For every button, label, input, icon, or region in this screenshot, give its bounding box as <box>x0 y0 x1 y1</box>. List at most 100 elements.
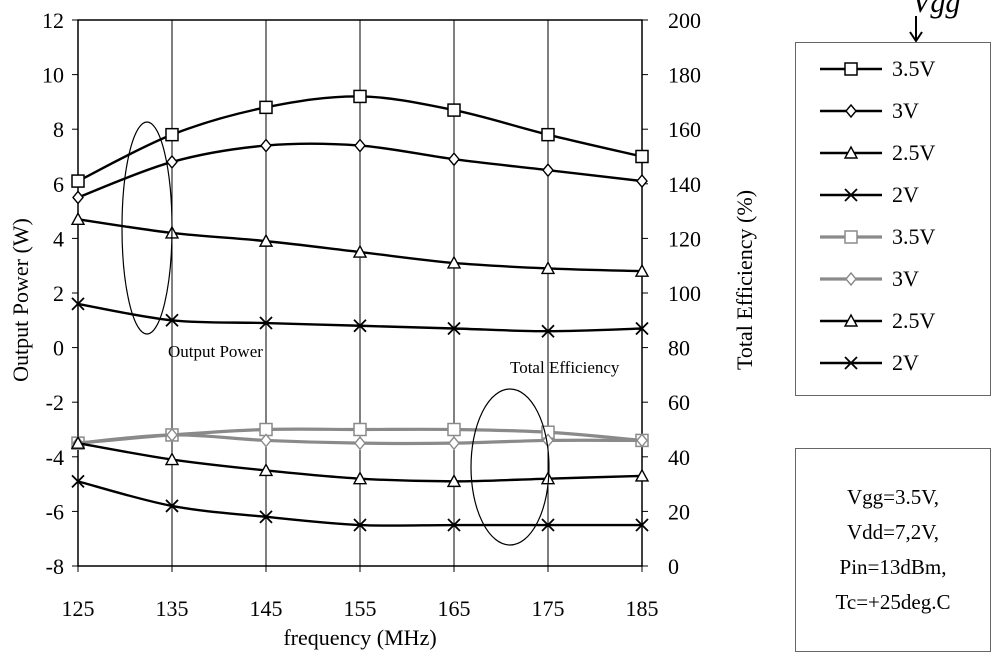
series-7 <box>71 474 649 532</box>
data-point <box>635 518 649 532</box>
y-right-tick-label: 200 <box>668 8 701 33</box>
data-point <box>260 433 272 448</box>
legend-label: 2.5V <box>892 140 936 165</box>
data-point <box>354 436 366 451</box>
x-tick-label: 175 <box>532 596 565 621</box>
y-right-tick-label: 80 <box>668 336 690 361</box>
total-efficiency-ellipse <box>470 388 550 546</box>
legend-item: 3.5V <box>814 49 935 89</box>
data-point <box>353 518 367 532</box>
data-point <box>166 154 178 170</box>
data-point <box>260 138 272 153</box>
output-power-ellipse <box>121 121 173 335</box>
output-power-annotation: Output Power <box>168 342 263 361</box>
data-point <box>636 433 648 448</box>
x-tick-label: 165 <box>438 596 471 621</box>
data-point <box>447 422 461 437</box>
conditions-box: Vgg=3.5V, Vdd=7,2V, Pin=13dBm, Tc=+25deg… <box>795 448 991 652</box>
legend-label: 3V <box>892 266 919 291</box>
left-tick-labels: -8 -6 -4 -2 0 2 4 6 8 10 12 <box>42 8 78 579</box>
data-point <box>353 319 367 333</box>
data-point <box>636 173 648 189</box>
legend-marker <box>844 356 858 370</box>
data-point <box>70 435 86 449</box>
x-tick-label: 135 <box>156 596 189 621</box>
data-point <box>258 462 274 477</box>
legend-marker-x-icon <box>820 188 882 202</box>
legend-label: 3.5V <box>892 224 936 249</box>
data-point <box>258 233 274 247</box>
y-left-tick-label: -8 <box>46 554 64 579</box>
legend-marker-triangle-icon <box>820 145 882 159</box>
data-point <box>352 471 368 485</box>
legend-label: 2V <box>892 182 919 207</box>
y-left-tick-label: -4 <box>46 445 64 470</box>
y-right-tick-label: 20 <box>668 499 690 524</box>
data-point <box>165 499 179 513</box>
series-5 <box>72 427 648 451</box>
legend-label: 2.5V <box>892 308 936 333</box>
right-tick-labels: 0 20 40 60 80 100 120 140 160 180 200 <box>642 8 701 579</box>
data-point <box>70 211 86 225</box>
condition-line: Pin=13dBm, <box>839 555 947 579</box>
data-point <box>634 468 650 482</box>
data-point <box>259 510 273 524</box>
legend-item: 2.5V <box>814 301 935 341</box>
y-right-tick-label: 120 <box>668 226 701 251</box>
legend-item: 3V <box>814 259 919 299</box>
data-point <box>71 174 85 188</box>
data-point <box>448 152 460 167</box>
legend-marker-diamond-icon <box>820 271 882 287</box>
data-point <box>71 474 85 489</box>
legend-marker <box>845 103 857 119</box>
x-tick-labels: 125 135 145 155 165 175 185 <box>62 566 659 621</box>
y-left-tick-label: 10 <box>42 63 64 88</box>
y-right-tick-label: 0 <box>668 554 679 579</box>
legend-marker <box>843 313 859 327</box>
y-right-tick-label: 100 <box>668 281 701 306</box>
data-point <box>165 313 179 327</box>
y-left-tick-label: 12 <box>42 8 64 33</box>
data-point <box>634 263 650 277</box>
legend-marker-triangle-icon <box>820 313 882 327</box>
data-point <box>447 321 461 336</box>
legend-marker-square-icon <box>820 230 882 244</box>
data-point <box>164 452 180 466</box>
legend-marker <box>844 188 858 202</box>
condition-line: Vdd=7,2V, <box>847 520 939 544</box>
legend-marker <box>843 145 859 159</box>
y-left-tick-label: 2 <box>53 281 64 306</box>
data-point <box>541 127 555 142</box>
legend-item: 3V <box>814 91 919 131</box>
x-tick-label: 125 <box>62 596 95 621</box>
y-left-tick-label: 4 <box>53 226 64 251</box>
data-point <box>635 149 649 164</box>
data-point <box>353 89 367 104</box>
y-left-tick-label: 0 <box>53 336 64 361</box>
series-3 <box>71 297 649 338</box>
legend-label: 3V <box>892 98 919 123</box>
y-left-tick-label: -2 <box>46 390 64 415</box>
y-right-tick-label: 140 <box>668 172 701 197</box>
data-point <box>71 297 85 311</box>
y-axis-right-label: Total Efficiency (%) <box>732 190 757 370</box>
x-tick-label: 145 <box>250 596 283 621</box>
series-1 <box>72 138 648 205</box>
data-point <box>446 255 462 269</box>
legend-header: Vgg <box>912 0 961 19</box>
legend-marker-square-icon <box>820 62 882 76</box>
arrow-down-icon <box>909 16 923 43</box>
y-right-tick-label: 160 <box>668 117 701 142</box>
legend-item: 2.5V <box>814 133 935 173</box>
y-right-tick-label: 180 <box>668 63 701 88</box>
data-point <box>165 127 179 142</box>
legend-marker-x-icon <box>820 356 882 370</box>
legend: 3.5V 3V 2.5V 2V 3.5V 3V 2.5V 2V <box>795 42 991 396</box>
x-tick-label: 185 <box>626 596 659 621</box>
legend-marker-diamond-icon <box>820 103 882 119</box>
data-point <box>540 260 556 275</box>
data-point <box>259 100 273 115</box>
data-point <box>166 427 178 443</box>
y-left-tick-label: 8 <box>53 117 64 142</box>
